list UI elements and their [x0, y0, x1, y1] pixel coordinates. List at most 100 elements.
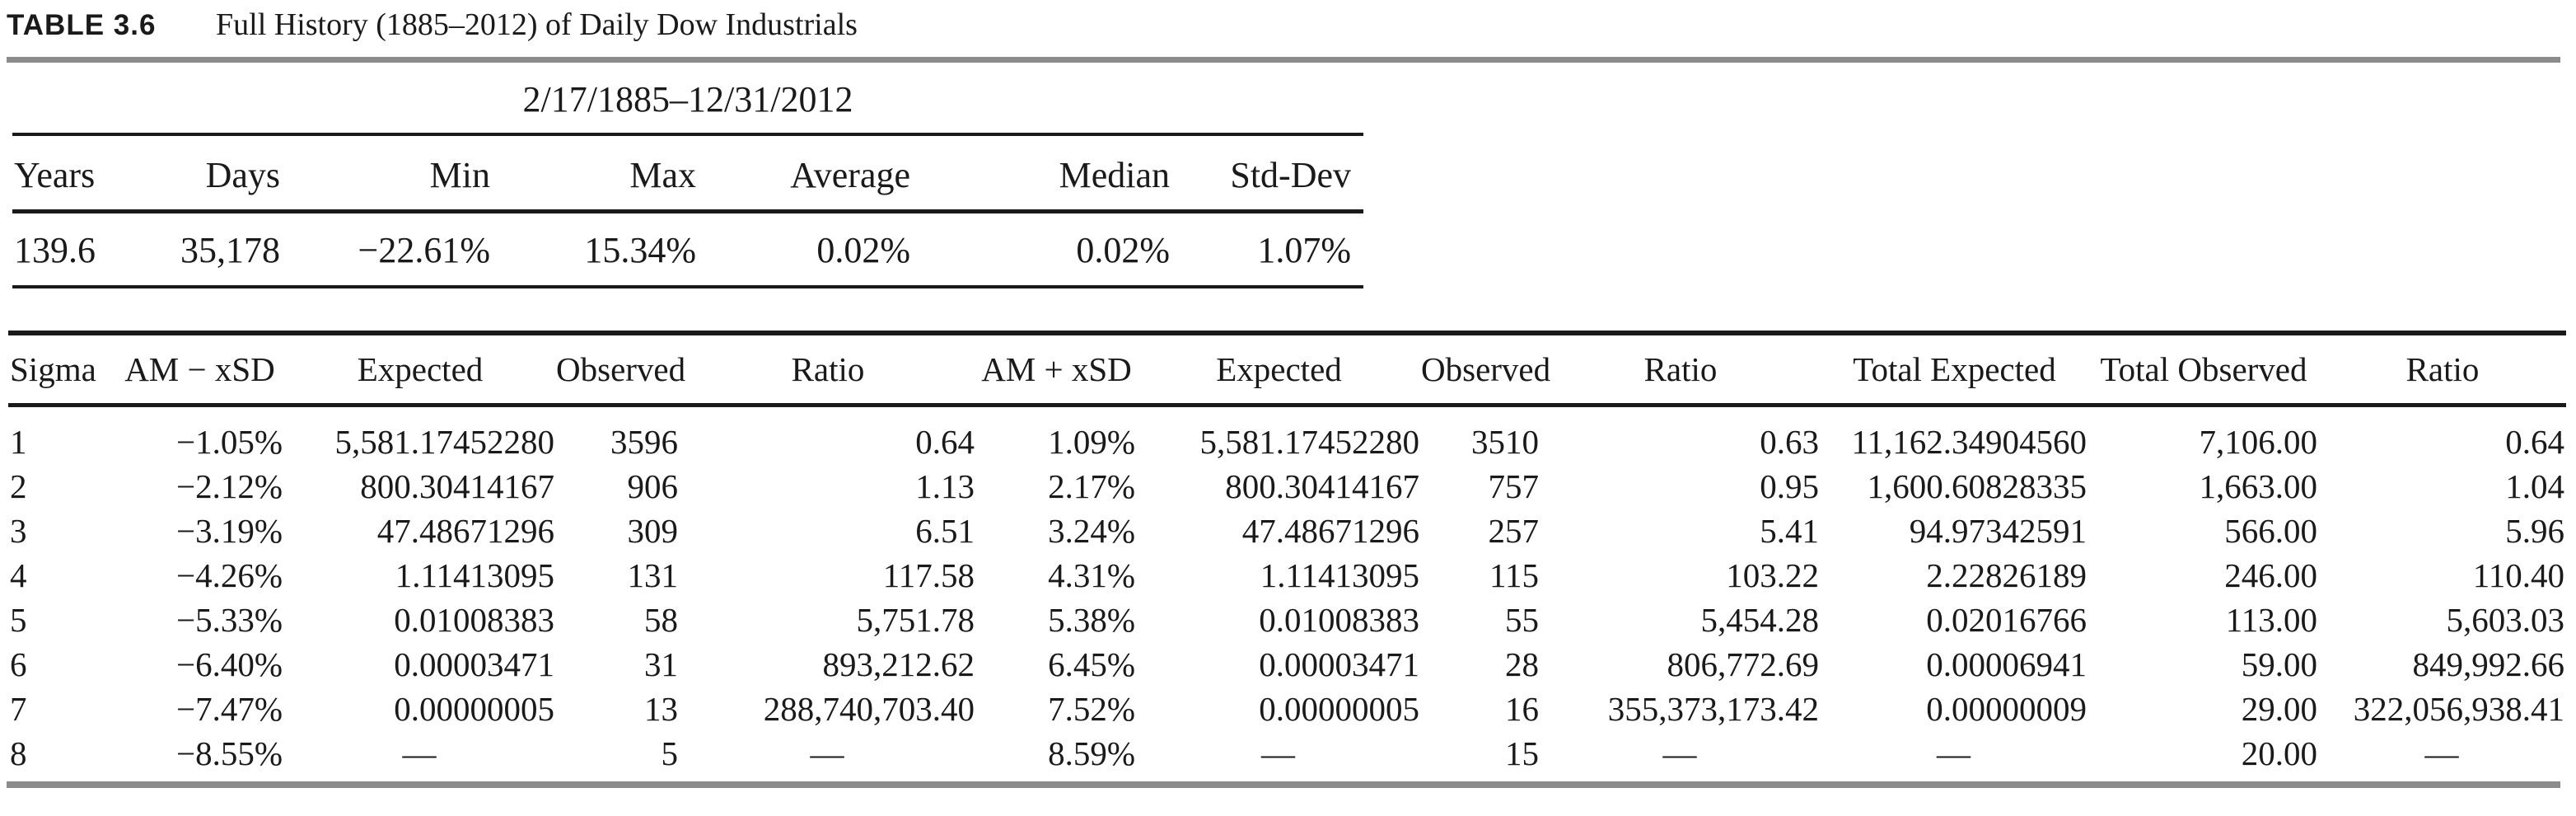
cell: 29.00 [2241, 690, 2317, 728]
sigma-header-row: Sigma AM − xSD Expected Observed Ratio A… [8, 333, 2566, 406]
cell: 131 [627, 556, 679, 594]
cell: 0.02% [1076, 230, 1170, 270]
cell: −1.05% [175, 423, 283, 461]
cell: 0.01008383 [394, 601, 554, 639]
col-observed-up: Observed [1421, 350, 1551, 388]
cell: 0.00000005 [1259, 690, 1419, 728]
table-title: Full History (1885–2012) of Daily Dow In… [216, 7, 858, 42]
cell: 28 [1505, 645, 1539, 683]
cell: 5,603.03 [2446, 601, 2565, 639]
cell: 115 [1489, 556, 1539, 594]
col-sigma: Sigma [10, 350, 96, 388]
cell: 1,663.00 [2199, 467, 2318, 505]
top-gray-rule [7, 57, 2560, 63]
col-ratio-up: Ratio [1643, 350, 1718, 388]
cell: 5.38% [1048, 601, 1135, 639]
cell: 1.04 [2505, 467, 2564, 505]
cell: 7.52% [1048, 690, 1135, 728]
cell: 15.34% [584, 230, 696, 270]
cell: 0.64 [2505, 423, 2564, 461]
cell: 1.09% [1048, 423, 1135, 461]
col-days: Days [205, 155, 280, 195]
sigma-table: Sigma AM − xSD Expected Observed Ratio A… [8, 331, 2566, 776]
cell: 0.00003471 [1259, 645, 1419, 683]
cell: 0.00003471 [394, 645, 554, 683]
col-min: Min [429, 155, 490, 195]
cell: 0.00006941 [1926, 645, 2087, 683]
cell: 59.00 [2241, 645, 2317, 683]
summary-section: 2/17/1885–12/31/2012 Years Days Min Max … [12, 79, 1363, 288]
cell: 15 [1505, 734, 1539, 772]
cell: 5 [661, 734, 679, 772]
cell: −22.61% [358, 230, 490, 270]
cell: 757 [1488, 467, 1540, 505]
row-sigma-7: 7 −7.47% 0.00000005 13 288,740,703.40 7.… [8, 687, 2566, 731]
cell: 94.97342591 [1909, 512, 2087, 550]
cell: 35,178 [180, 230, 280, 270]
cell: 2.22826189 [1926, 556, 2087, 594]
cell: 4.31% [1048, 556, 1135, 594]
table-number-label: TABLE 3.6 [7, 9, 157, 41]
cell: 139.6 [14, 230, 96, 270]
col-ratio-down: Ratio [791, 350, 865, 388]
cell: 566.00 [2224, 512, 2317, 550]
cell: 1.07% [1257, 230, 1351, 270]
row-sigma-1: 1 −1.05% 5,581.17452280 3596 0.64 1.09% … [8, 406, 2566, 465]
cell: 8 [10, 734, 27, 772]
cell: 1.11413095 [1260, 556, 1419, 594]
document-page: TABLE 3.6 Full History (1885–2012) of Da… [7, 7, 2566, 788]
cell: 1.13 [915, 467, 975, 505]
bottom-gray-rule [7, 781, 2560, 788]
cell: −7.47% [175, 690, 283, 728]
cell: — [1662, 734, 1697, 772]
cell: 47.48671296 [1241, 512, 1419, 550]
cell: 2.17% [1048, 467, 1135, 505]
cell: — [402, 734, 437, 772]
cell: 3510 [1471, 423, 1539, 461]
cell: 0.63 [1760, 423, 1819, 461]
cell: 1,600.60828335 [1867, 467, 2087, 505]
col-expected-down: Expected [357, 350, 484, 388]
cell: 20.00 [2241, 734, 2317, 772]
cell: 0.64 [915, 423, 975, 461]
cell: 47.48671296 [376, 512, 554, 550]
cell: 113.00 [2225, 601, 2317, 639]
cell: — [1937, 734, 1971, 772]
cell: — [1261, 734, 1295, 772]
col-observed-down: Observed [556, 350, 686, 388]
cell: — [810, 734, 844, 772]
cell: 0.00000005 [394, 690, 554, 728]
cell: −2.12% [175, 467, 283, 505]
cell: 806,772.69 [1667, 645, 1820, 683]
cell: −8.55% [175, 734, 283, 772]
cell: 7,106.00 [2199, 423, 2318, 461]
col-std-dev: Std-Dev [1230, 155, 1351, 195]
cell: 6.45% [1048, 645, 1135, 683]
cell: 800.30414167 [360, 467, 554, 505]
cell: 117.58 [882, 556, 975, 594]
cell: 5.96 [2505, 512, 2564, 550]
cell: 257 [1488, 512, 1540, 550]
cell: 5,751.78 [856, 601, 975, 639]
cell: 4 [10, 556, 27, 594]
row-sigma-3: 3 −3.19% 47.48671296 309 6.51 3.24% 47.4… [8, 509, 2566, 553]
cell: 7 [10, 690, 27, 728]
cell: −4.26% [175, 556, 283, 594]
cell: 31 [644, 645, 678, 683]
cell: 13 [644, 690, 678, 728]
cell: 16 [1505, 690, 1539, 728]
cell: 55 [1505, 601, 1539, 639]
cell: — [2424, 734, 2459, 772]
cell: 309 [627, 512, 679, 550]
row-sigma-4: 4 −4.26% 1.11413095 131 117.58 4.31% 1.1… [8, 553, 2566, 598]
cell: 246.00 [2224, 556, 2317, 594]
col-years: Years [14, 155, 96, 195]
cell: −5.33% [175, 601, 283, 639]
cell: 906 [627, 467, 679, 505]
cell: 58 [644, 601, 678, 639]
cell: 103.22 [1726, 556, 1819, 594]
col-ratio-total: Ratio [2405, 350, 2480, 388]
col-total-expected: Total Expected [1853, 350, 2056, 388]
col-am-minus-xsd: AM − xSD [124, 350, 275, 388]
cell: 3596 [610, 423, 678, 461]
